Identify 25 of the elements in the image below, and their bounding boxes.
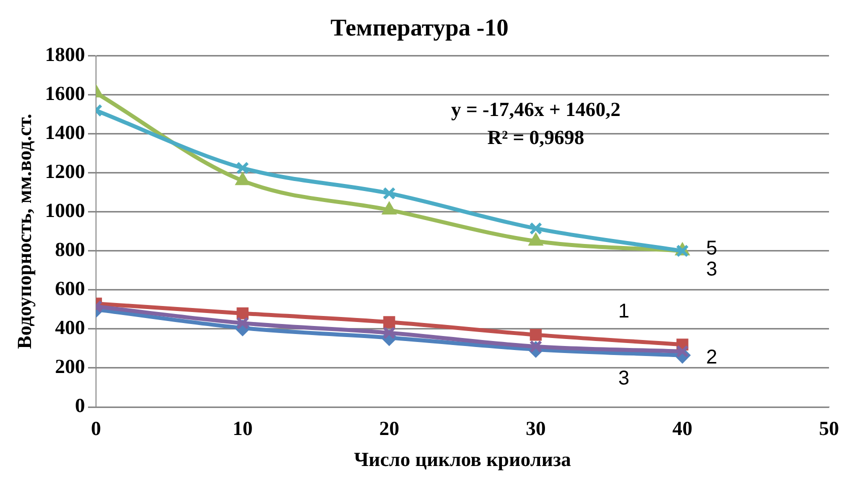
y-tick-label: 800 [55,239,85,262]
annotation: 3 [706,258,718,281]
y-tick-label: 1000 [45,200,85,222]
x-tick-label: 30 [526,418,546,440]
y-tick-label: 0 [75,395,85,418]
y-tick-label: 1400 [45,122,85,144]
x-tick-label: 40 [672,418,692,440]
annotation: y = -17,46x + 1460,2 R² = 0,9698 [451,98,621,149]
x-tick-label: 50 [819,418,839,440]
x-tick-label: 20 [379,418,400,440]
x-tick-label: 0 [91,418,101,440]
y-axis-title: Водоупорность, мм.вод.ст. [14,114,36,350]
y-tick-label: 600 [55,278,85,300]
x-tick-label: 10 [232,418,253,440]
chart-title: Температура -10 [330,16,509,42]
y-tick-label: 1600 [45,82,85,105]
annotation: 5 [706,237,718,260]
y-tick-label: 1800 [45,44,85,66]
y-tick-label: 200 [55,356,85,378]
x-axis-title: Число циклов криолиза [354,449,572,472]
annotation: 1 [618,300,630,323]
annotation: 3 [618,367,630,390]
y-tick-label: 1200 [45,161,85,184]
y-tick-label: 400 [55,317,85,340]
annotation: 2 [706,346,718,368]
